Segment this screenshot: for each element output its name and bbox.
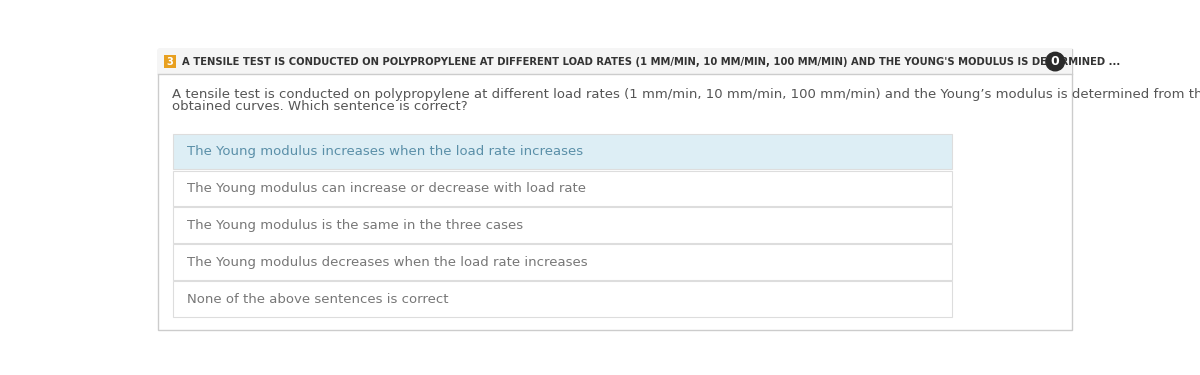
Text: 0: 0 [1051,55,1060,68]
Text: obtained curves. Which sentence is correct?: obtained curves. Which sentence is corre… [172,100,467,112]
FancyBboxPatch shape [164,56,176,68]
Text: The Young modulus can increase or decrease with load rate: The Young modulus can increase or decrea… [187,182,587,195]
FancyBboxPatch shape [173,244,952,280]
FancyBboxPatch shape [173,207,952,243]
Text: A TENSILE TEST IS CONDUCTED ON POLYPROPYLENE AT DIFFERENT LOAD RATES (1 MM/MIN, : A TENSILE TEST IS CONDUCTED ON POLYPROPY… [181,57,1120,66]
Text: The Young modulus increases when the load rate increases: The Young modulus increases when the loa… [187,145,583,158]
FancyBboxPatch shape [173,171,952,206]
FancyBboxPatch shape [173,281,952,317]
Text: A tensile test is conducted on polypropylene at different load rates (1 mm/min, : A tensile test is conducted on polypropy… [172,88,1200,101]
Text: The Young modulus is the same in the three cases: The Young modulus is the same in the thr… [187,219,523,232]
Text: None of the above sentences is correct: None of the above sentences is correct [187,292,449,306]
Text: The Young modulus decreases when the load rate increases: The Young modulus decreases when the loa… [187,256,588,268]
FancyBboxPatch shape [157,49,1073,74]
Text: 3: 3 [167,57,174,66]
FancyBboxPatch shape [173,134,952,169]
Circle shape [1046,53,1064,71]
FancyBboxPatch shape [157,49,1073,330]
